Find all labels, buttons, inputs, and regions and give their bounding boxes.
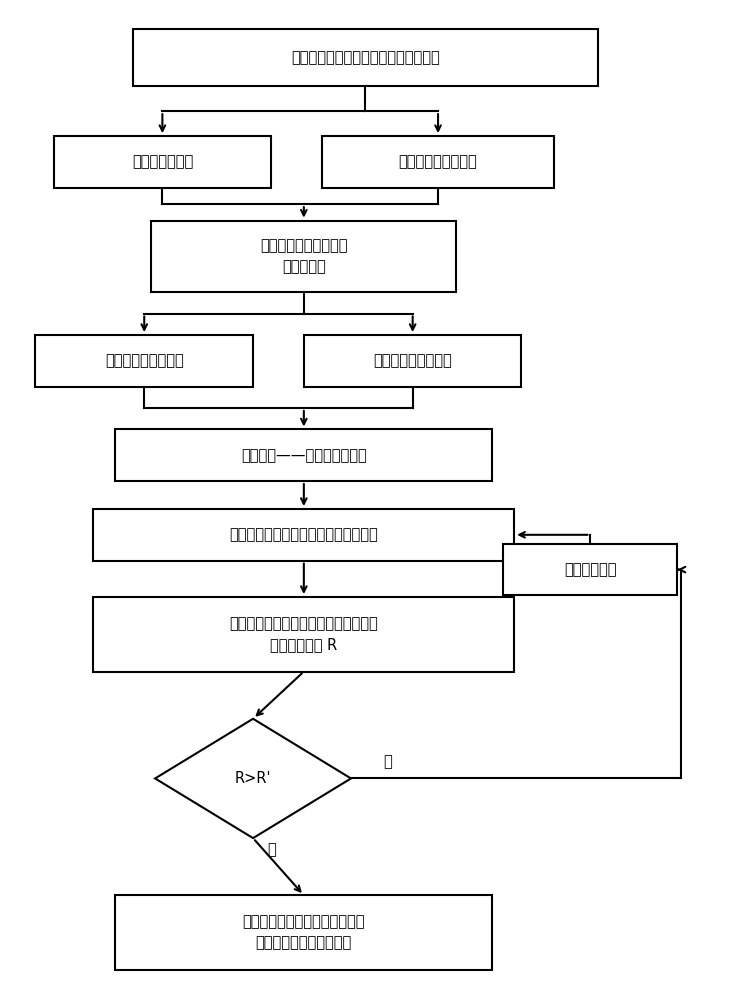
FancyBboxPatch shape: [94, 509, 514, 561]
FancyBboxPatch shape: [322, 136, 554, 188]
FancyBboxPatch shape: [35, 335, 253, 387]
Text: 基准变量——趋势位移统计量: 基准变量——趋势位移统计量: [241, 448, 367, 463]
Polygon shape: [155, 719, 351, 838]
FancyBboxPatch shape: [133, 29, 598, 86]
Text: 是: 是: [267, 843, 276, 858]
Text: R>R': R>R': [235, 771, 271, 786]
Text: 确定待测试区域的边坡样本与边坡要素: 确定待测试区域的边坡样本与边坡要素: [291, 50, 440, 65]
Text: 位移基准监测点设置: 位移基准监测点设置: [398, 154, 477, 169]
Text: 定量致滑因子的确定: 定量致滑因子的确定: [374, 353, 452, 368]
Text: 边坡失稳致滑因子影响程度与作
用大小的定量分析与评价: 边坡失稳致滑因子影响程度与作 用大小的定量分析与评价: [243, 915, 365, 951]
FancyBboxPatch shape: [151, 221, 456, 292]
Text: 安装边坡位移检测设备
和位移监测: 安装边坡位移检测设备 和位移监测: [260, 238, 347, 274]
Text: 建立边坡失稳致滑因子相关性评价方程: 建立边坡失稳致滑因子相关性评价方程: [230, 527, 378, 542]
FancyBboxPatch shape: [53, 136, 271, 188]
FancyBboxPatch shape: [94, 597, 514, 672]
Text: 否: 否: [383, 754, 392, 769]
Text: 定性致滑因子的确定: 定性致滑因子的确定: [105, 353, 183, 368]
FancyBboxPatch shape: [115, 429, 493, 481]
FancyBboxPatch shape: [504, 544, 678, 595]
Text: 确定边坡失稳致滑因子相关性预测方程
的复相关系数 R: 确定边坡失稳致滑因子相关性预测方程 的复相关系数 R: [230, 616, 378, 652]
Text: 位移监测点设置: 位移监测点设置: [132, 154, 193, 169]
FancyBboxPatch shape: [304, 335, 521, 387]
FancyBboxPatch shape: [115, 895, 493, 970]
Text: 剔出异常数据: 剔出异常数据: [564, 562, 617, 577]
